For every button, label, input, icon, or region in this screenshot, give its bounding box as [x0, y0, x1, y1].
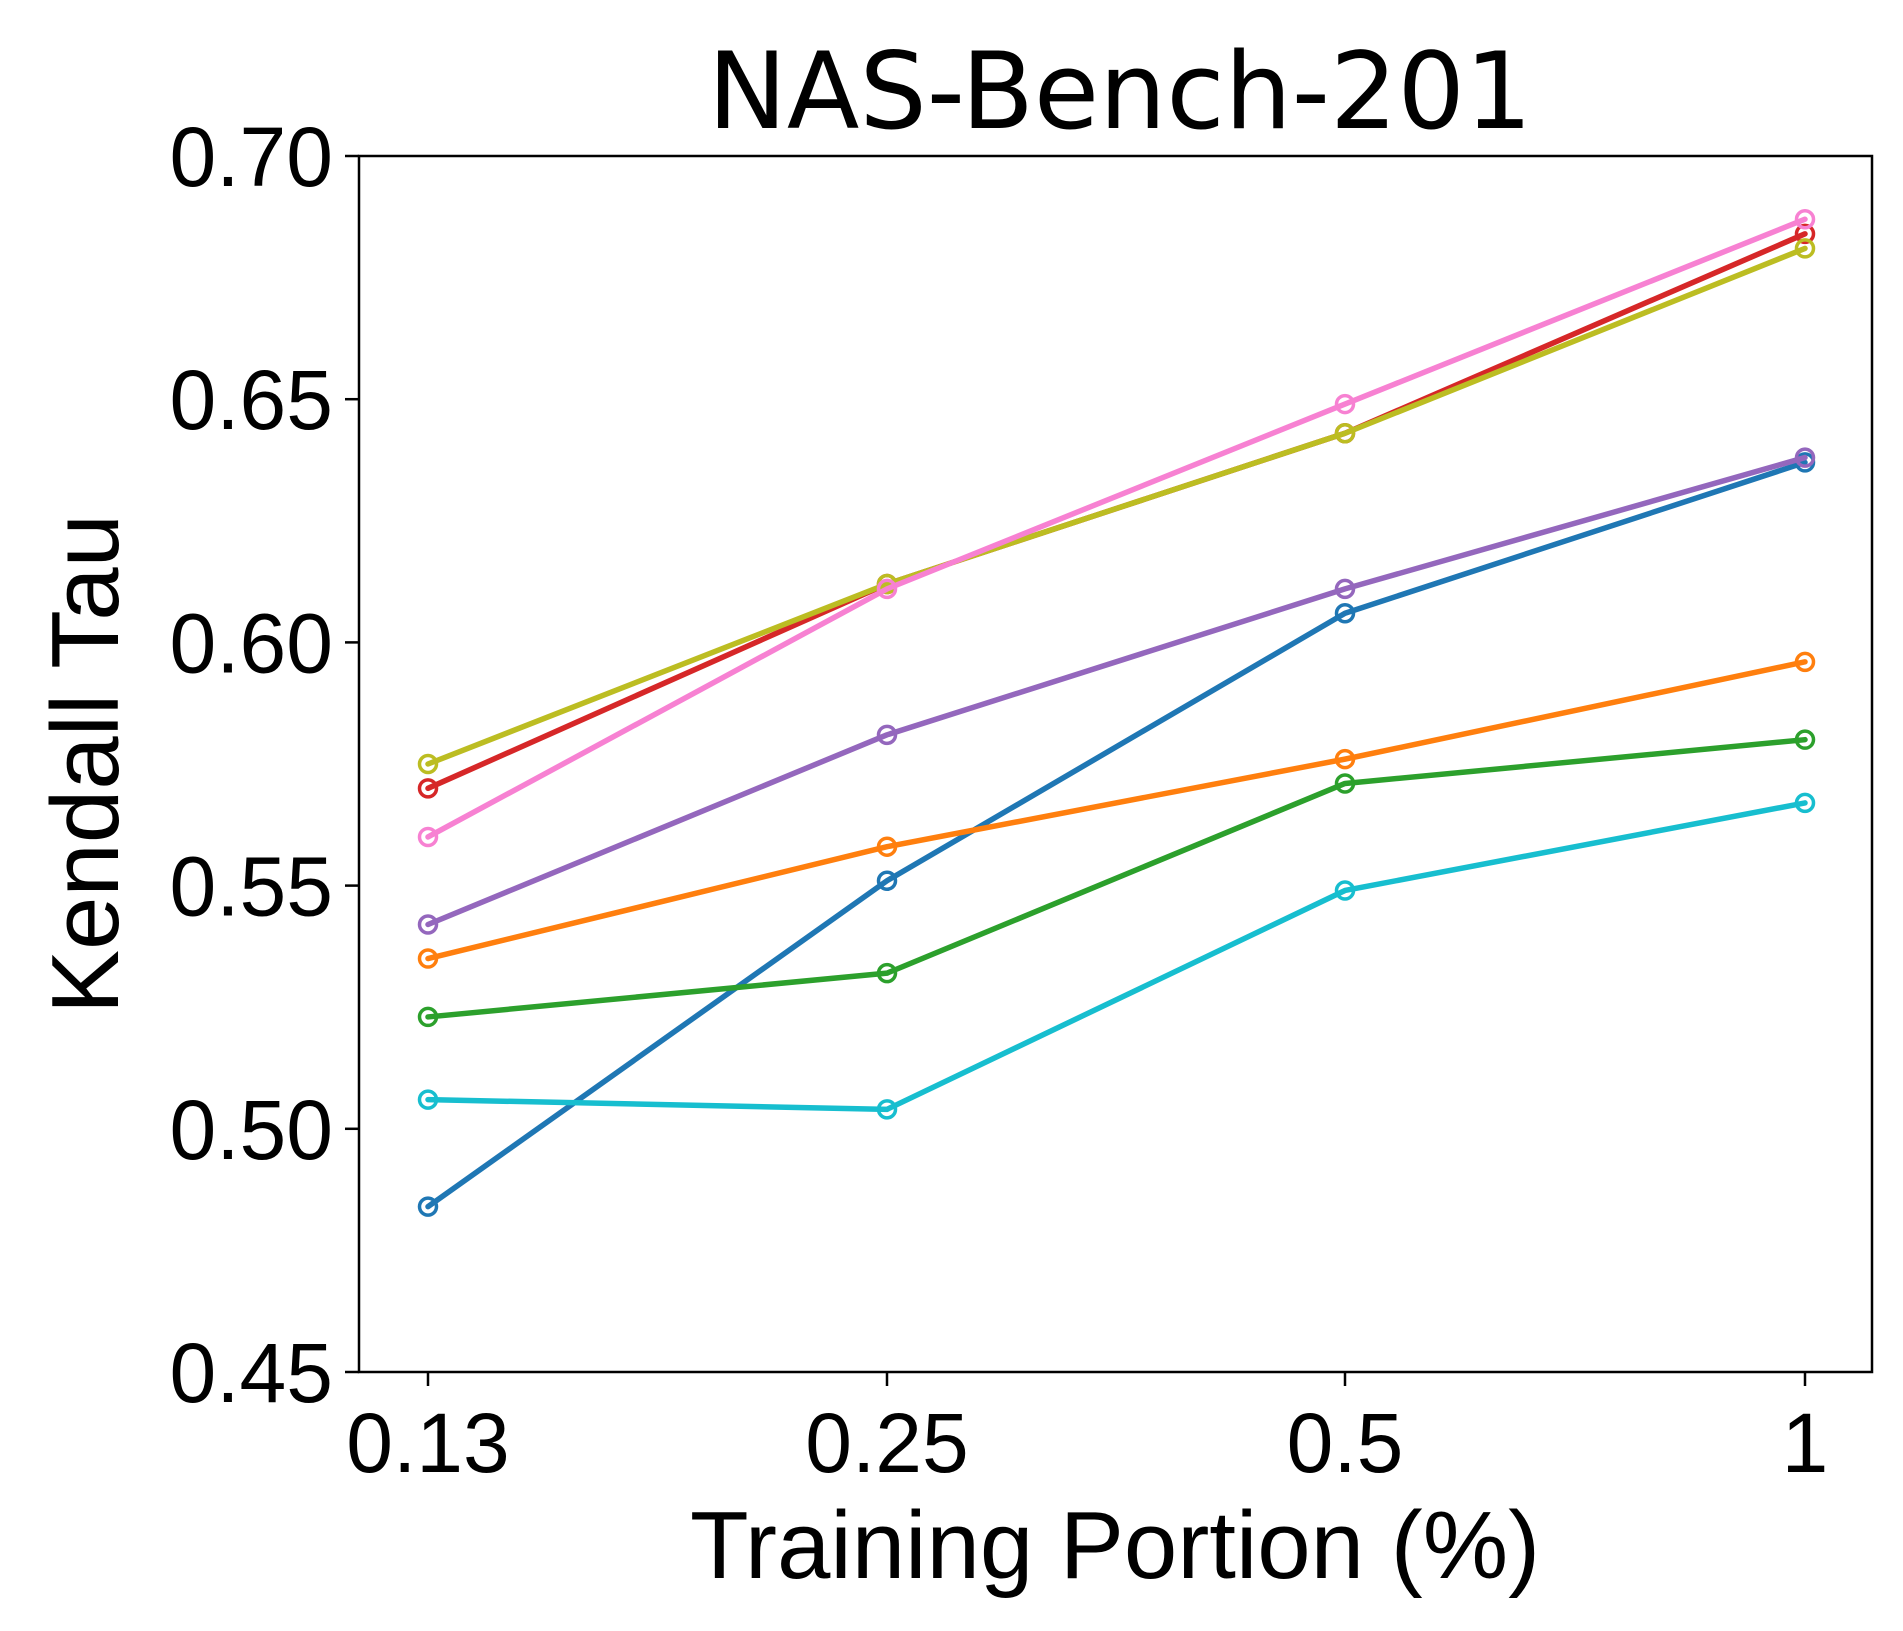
plot-series — [417, 208, 1816, 1217]
series-green-point — [876, 962, 898, 984]
y-tick-label: 0.70 — [170, 110, 334, 204]
plot-frame — [357, 154, 1874, 1374]
series-orange-line — [425, 659, 1808, 962]
series-orange-point — [1334, 748, 1356, 770]
y-tick-label: 0.60 — [170, 596, 334, 690]
series-orange — [417, 651, 1816, 969]
series-cyan-line — [425, 800, 1808, 1113]
y-axis-label: Kendall Tau — [32, 514, 139, 1014]
series-cyan — [417, 792, 1816, 1120]
series-olive-point — [1334, 422, 1356, 444]
series-olive-point — [417, 753, 439, 775]
series-green — [417, 729, 1816, 1028]
series-purple-point — [1794, 447, 1816, 468]
series-blue-line — [425, 459, 1808, 1210]
series-blue-point — [417, 1196, 439, 1217]
series-red-point — [1794, 223, 1816, 245]
series-olive-line — [425, 245, 1808, 767]
series-purple — [417, 447, 1816, 935]
series-cyan-point — [1794, 792, 1816, 814]
series-blue — [417, 452, 1816, 1217]
series-pink — [417, 208, 1816, 848]
series-cyan-point — [1334, 880, 1356, 901]
series-purple-point — [876, 724, 898, 746]
series-cyan-point — [417, 1089, 439, 1110]
y-tick-label: 0.55 — [170, 840, 334, 934]
series-green-point — [1794, 729, 1816, 750]
x-axis: 0.13 0.25 0.5 1 — [346, 1372, 1828, 1490]
y-tick-label: 0.65 — [170, 353, 334, 447]
x-tick-label: 0.13 — [346, 1396, 510, 1490]
series-orange-point — [1794, 651, 1816, 673]
y-tick-label: 0.45 — [170, 1326, 334, 1420]
series-pink-line — [425, 216, 1808, 840]
series-orange-point — [876, 836, 898, 857]
y-axis: 0.45 0.50 0.55 0.60 0.65 0.70 — [170, 110, 359, 1420]
chart-title: NAS-Bench-201 — [708, 30, 1533, 153]
x-tick-label: 0.5 — [1287, 1396, 1404, 1490]
series-red-point — [417, 778, 439, 799]
series-cyan-point — [876, 1099, 898, 1120]
series-green-line — [425, 736, 1808, 1020]
y-tick-label: 0.50 — [170, 1083, 334, 1177]
series-olive-point — [1794, 238, 1816, 259]
x-tick-label: 0.25 — [805, 1396, 969, 1490]
series-purple-point — [417, 914, 439, 935]
series-purple-line — [425, 454, 1808, 928]
series-green-point — [1334, 773, 1356, 794]
x-axis-label: Training Portion (%) — [690, 1492, 1540, 1599]
x-tick-label: 1 — [1782, 1396, 1829, 1490]
series-pink-point — [417, 826, 439, 848]
series-olive — [417, 238, 1816, 775]
series-green-point — [417, 1006, 439, 1028]
series-orange-point — [417, 948, 439, 969]
series-blue-point — [1334, 602, 1356, 624]
series-pink-point — [1794, 208, 1816, 230]
series-pink-point — [876, 578, 898, 600]
series-blue-point — [876, 870, 898, 891]
series-purple-point — [1334, 578, 1356, 600]
series-pink-point — [1334, 393, 1356, 415]
